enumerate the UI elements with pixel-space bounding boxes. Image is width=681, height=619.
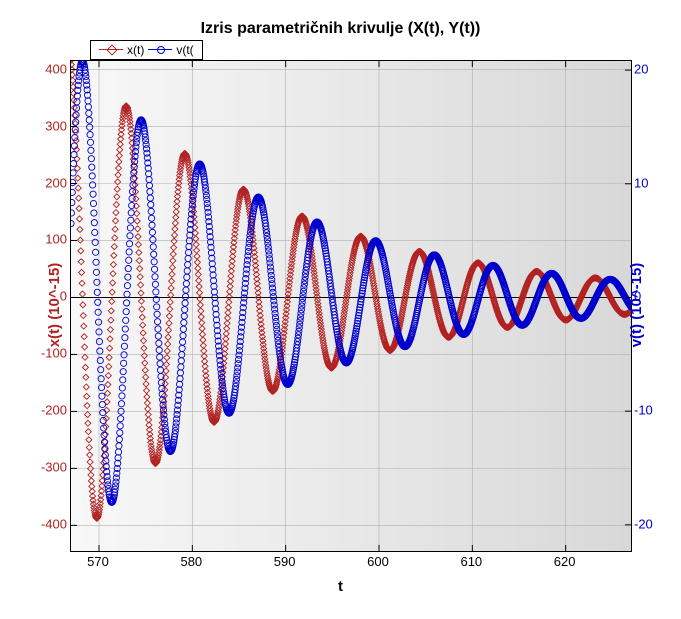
xtick: 620 [554, 554, 576, 569]
legend-box: x(t) v(t( [90, 40, 203, 60]
y-axis-left-label: x(t) (10^-15) [46, 263, 63, 348]
xtick: 580 [180, 554, 202, 569]
ytick-right: 10 [634, 175, 648, 190]
ytick-right: 0 [634, 289, 641, 304]
ytick-left: 200 [45, 175, 67, 190]
ytick-left: -100 [41, 346, 67, 361]
xtick: 600 [367, 554, 389, 569]
xtick: 570 [87, 554, 109, 569]
ytick-left: -200 [41, 403, 67, 418]
ytick-left: 400 [45, 61, 67, 76]
chart-frame: Izris parametričnih krivulje (X(t), Y(t)… [0, 0, 681, 619]
legend-label-x: x(t) [127, 43, 144, 57]
ytick-right: -10 [634, 403, 653, 418]
ytick-left: -400 [41, 517, 67, 532]
ytick-right: -20 [634, 516, 653, 531]
ytick-left: 100 [45, 232, 67, 247]
y-axis-right-label: v(t) (10^-15) [628, 263, 645, 348]
chart-title: Izris parametričnih krivulje (X(t), Y(t)… [0, 20, 681, 38]
plot-area [70, 60, 632, 552]
ytick-left: 0 [60, 289, 67, 304]
legend-label-v: v(t( [176, 43, 193, 57]
plot-svg [71, 61, 631, 551]
xtick: 590 [274, 554, 296, 569]
x-axis-label: t [0, 578, 681, 595]
ytick-right: 20 [634, 62, 648, 77]
xtick: 610 [460, 554, 482, 569]
ytick-left: -300 [41, 460, 67, 475]
legend-marker-x-diamond-icon [99, 49, 123, 51]
legend-marker-v-circle-icon [148, 49, 172, 51]
ytick-left: 300 [45, 118, 67, 133]
